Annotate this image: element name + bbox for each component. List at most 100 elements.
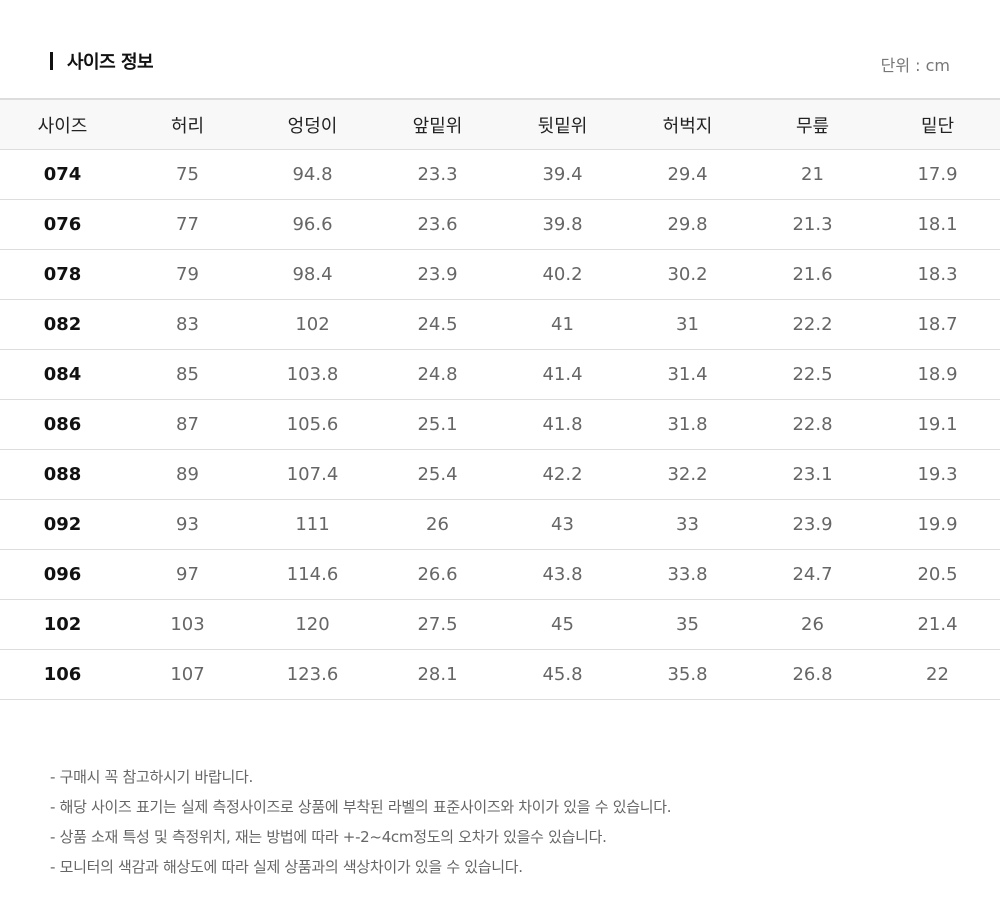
measurement-cell: 18.7 [875,299,1000,350]
measurement-cell: 41.8 [500,399,625,450]
measurement-cell: 75 [125,149,250,200]
measurement-cell: 102 [250,299,375,350]
measurement-cell: 77 [125,199,250,250]
size-cell: 086 [0,399,125,450]
measurement-cell: 41 [500,299,625,350]
measurement-cell: 24.8 [375,349,500,400]
page-title: 사이즈 정보 [67,52,154,73]
measurement-cell: 45.8 [500,649,625,700]
measurement-cell: 39.8 [500,199,625,250]
column-header: 앞밑위 [375,98,500,150]
measurement-cell: 25.1 [375,399,500,450]
column-header: 뒷밑위 [500,98,625,150]
size-cell: 106 [0,649,125,700]
note-item: - 모니터의 색감과 해상도에 따라 실제 상품과의 색상차이가 있을 수 있습… [50,858,523,876]
measurement-cell: 103 [125,599,250,650]
measurement-cell: 27.5 [375,599,500,650]
measurement-cell: 40.2 [500,249,625,300]
title-marker [50,52,53,70]
measurement-cell: 19.3 [875,449,1000,500]
measurement-cell: 39.4 [500,149,625,200]
measurement-cell: 21.3 [750,199,875,250]
measurement-cell: 111 [250,499,375,550]
measurement-cell: 98.4 [250,249,375,300]
measurement-cell: 35 [625,599,750,650]
measurement-cell: 22 [875,649,1000,700]
measurement-cell: 87 [125,399,250,450]
measurement-cell: 26.6 [375,549,500,600]
size-cell: 076 [0,199,125,250]
size-cell: 096 [0,549,125,600]
measurement-cell: 23.6 [375,199,500,250]
measurement-cell: 33 [625,499,750,550]
measurement-cell: 97 [125,549,250,600]
size-cell: 084 [0,349,125,400]
measurement-cell: 43.8 [500,549,625,600]
measurement-cell: 26 [750,599,875,650]
measurement-cell: 24.5 [375,299,500,350]
measurement-cell: 103.8 [250,349,375,400]
measurement-cell: 123.6 [250,649,375,700]
measurement-cell: 35.8 [625,649,750,700]
measurement-cell: 33.8 [625,549,750,600]
column-header: 엉덩이 [250,98,375,150]
table-row: 106 107 123.6 28.1 45.8 35.8 26.8 22 [0,649,1000,700]
table-row: 078 79 98.4 23.9 40.2 30.2 21.6 18.3 [0,249,1000,300]
table-row: 074 75 94.8 23.3 39.4 29.4 21 17.9 [0,149,1000,200]
measurement-cell: 19.1 [875,399,1000,450]
measurement-cell: 114.6 [250,549,375,600]
measurement-cell: 23.3 [375,149,500,200]
measurement-cell: 107 [125,649,250,700]
measurement-cell: 89 [125,449,250,500]
measurement-cell: 20.5 [875,549,1000,600]
size-cell: 102 [0,599,125,650]
table-header-row: 사이즈 허리 엉덩이 앞밑위 뒷밑위 허벅지 무릎 밑단 [0,98,1000,150]
table-row: 088 89 107.4 25.4 42.2 32.2 23.1 19.3 [0,449,1000,500]
unit-label: 단위 : cm [880,56,950,75]
note-item: - 상품 소재 특성 및 측정위치, 재는 방법에 따라 +-2~4cm정도의 … [50,828,607,846]
measurement-cell: 22.8 [750,399,875,450]
measurement-cell: 23.1 [750,449,875,500]
notes-list: - 구매시 꼭 참고하시기 바랍니다. - 해당 사이즈 표기는 실제 측정사이즈… [50,762,671,882]
table-row: 084 85 103.8 24.8 41.4 31.4 22.5 18.9 [0,349,1000,400]
measurement-cell: 31.4 [625,349,750,400]
size-cell: 092 [0,499,125,550]
table-row: 086 87 105.6 25.1 41.8 31.8 22.8 19.1 [0,399,1000,450]
column-header: 사이즈 [0,98,125,150]
table-row: 082 83 102 24.5 41 31 22.2 18.7 [0,299,1000,350]
measurement-cell: 32.2 [625,449,750,500]
measurement-cell: 120 [250,599,375,650]
size-cell: 082 [0,299,125,350]
measurement-cell: 93 [125,499,250,550]
measurement-cell: 19.9 [875,499,1000,550]
measurement-cell: 83 [125,299,250,350]
measurement-cell: 25.4 [375,449,500,500]
measurement-cell: 43 [500,499,625,550]
measurement-cell: 85 [125,349,250,400]
table-row: 076 77 96.6 23.6 39.8 29.8 21.3 18.1 [0,199,1000,250]
measurement-cell: 29.8 [625,199,750,250]
measurement-cell: 21.6 [750,249,875,300]
note-item: - 구매시 꼭 참고하시기 바랍니다. [50,768,253,786]
measurement-cell: 94.8 [250,149,375,200]
measurement-cell: 17.9 [875,149,1000,200]
section-header: 사이즈 정보 [50,50,154,73]
column-header: 무릎 [750,98,875,150]
measurement-cell: 28.1 [375,649,500,700]
measurement-cell: 45 [500,599,625,650]
measurement-cell: 31.8 [625,399,750,450]
measurement-cell: 107.4 [250,449,375,500]
measurement-cell: 23.9 [375,249,500,300]
table-row: 102 103 120 27.5 45 35 26 21.4 [0,599,1000,650]
size-cell: 078 [0,249,125,300]
measurement-cell: 21.4 [875,599,1000,650]
size-cell: 088 [0,449,125,500]
measurement-cell: 26 [375,499,500,550]
measurement-cell: 24.7 [750,549,875,600]
measurement-cell: 18.3 [875,249,1000,300]
measurement-cell: 105.6 [250,399,375,450]
note-item: - 해당 사이즈 표기는 실제 측정사이즈로 상품에 부착된 라벨의 표준사이즈… [50,798,672,816]
measurement-cell: 26.8 [750,649,875,700]
measurement-cell: 23.9 [750,499,875,550]
measurement-cell: 41.4 [500,349,625,400]
